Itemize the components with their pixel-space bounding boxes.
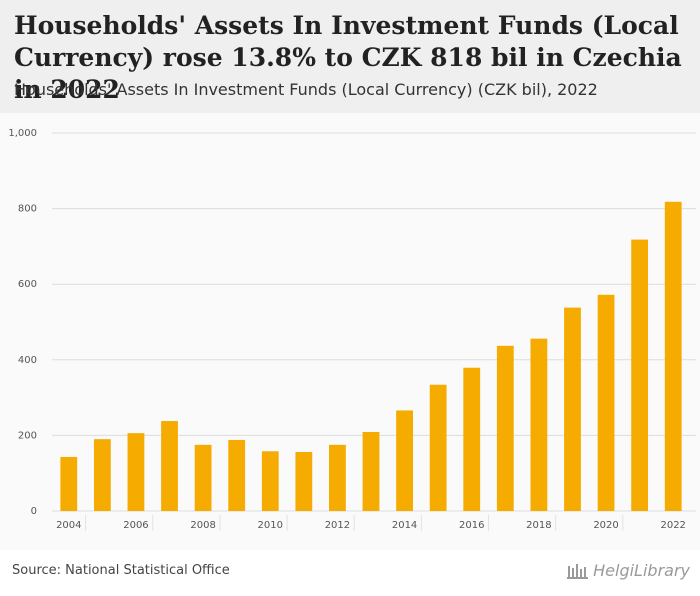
bar — [597, 294, 615, 511]
bar — [530, 338, 548, 511]
bar — [228, 439, 246, 511]
chart-subtitle: Households' Assets In Investment Funds (… — [14, 80, 598, 99]
header: Households' Assets In Investment Funds (… — [0, 0, 700, 113]
x-tick-label: 2006 — [123, 520, 148, 531]
library-columns-icon — [567, 563, 589, 579]
chart-title: Households' Assets In Investment Funds (… — [14, 11, 682, 104]
x-tick-label: 2004 — [56, 520, 81, 531]
bar — [93, 439, 111, 511]
bar — [329, 444, 346, 511]
source-note: Source: National Statistical Office — [12, 563, 230, 578]
x-tick-label: 2016 — [459, 520, 484, 531]
bar — [161, 421, 178, 511]
bar — [127, 433, 145, 511]
x-tick-label: 2010 — [258, 520, 283, 531]
x-tick-label: 2018 — [526, 520, 551, 531]
bar — [429, 384, 447, 511]
y-tick-label: 800 — [18, 204, 37, 215]
y-tick-label: 400 — [18, 355, 37, 366]
bar — [362, 431, 380, 511]
bar — [564, 307, 581, 511]
y-tick-label: 0 — [31, 506, 37, 517]
plot-background — [0, 113, 700, 550]
bar — [463, 367, 481, 511]
y-tick-label: 600 — [18, 279, 37, 290]
bar — [664, 201, 682, 511]
bar — [261, 451, 279, 511]
x-tick-label: 2014 — [392, 520, 417, 531]
x-tick-label: 2022 — [660, 520, 685, 531]
bar — [396, 410, 413, 511]
bar — [295, 452, 313, 511]
brand-name: HelgiLibrary — [593, 561, 690, 580]
bar — [60, 456, 78, 511]
bar — [631, 239, 649, 511]
bar — [496, 345, 514, 511]
x-tick-label: 2012 — [325, 520, 350, 531]
y-tick-label: 200 — [18, 430, 37, 441]
y-tick-label: 1,000 — [8, 128, 37, 139]
brand-logo: HelgiLibrary — [567, 561, 690, 580]
x-tick-label: 2008 — [190, 520, 215, 531]
bar — [194, 444, 212, 511]
x-tick-label: 2020 — [593, 520, 618, 531]
bar-chart: 0 200 400 600 800 1,000 2004 2006 2008 2010 2012 20… — [8, 128, 696, 531]
